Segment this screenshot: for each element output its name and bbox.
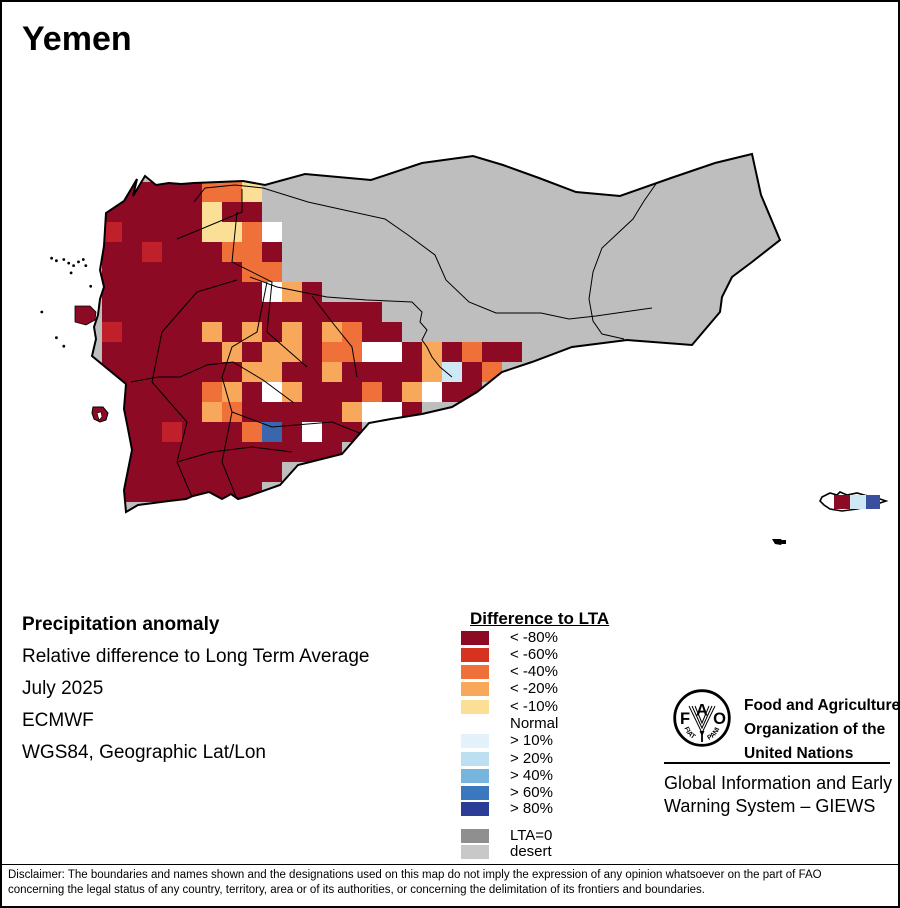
svg-text:A: A <box>696 702 708 720</box>
svg-text:F: F <box>680 710 690 728</box>
svg-text:O: O <box>713 710 726 728</box>
